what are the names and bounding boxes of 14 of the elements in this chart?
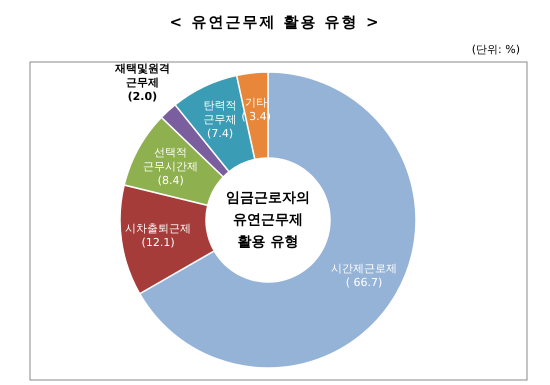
data-label: (12.1) [142, 236, 175, 249]
chart-title: < 유연근무제 활용 유형 > [169, 13, 381, 31]
data-label: (2.0) [128, 90, 158, 103]
slice-label: 기타 [245, 96, 268, 109]
text: (단위: %) [472, 43, 520, 57]
data-label: ( 66.7) [346, 276, 382, 289]
slice-label: 선택적 근무시간제 [143, 146, 198, 173]
slice-label: 탄력적 근무제 [204, 98, 237, 126]
slice-label: 시차출퇴근제 [125, 222, 192, 235]
data-label: (7.4) [207, 126, 234, 140]
text: 임금근로자의 유연근무제 활용 유형 [226, 189, 310, 252]
slice-label: 재택및원격 근무제 [114, 62, 170, 89]
data-label: (8.4) [158, 174, 184, 187]
slice-label: 시간제근로제 [331, 262, 398, 275]
